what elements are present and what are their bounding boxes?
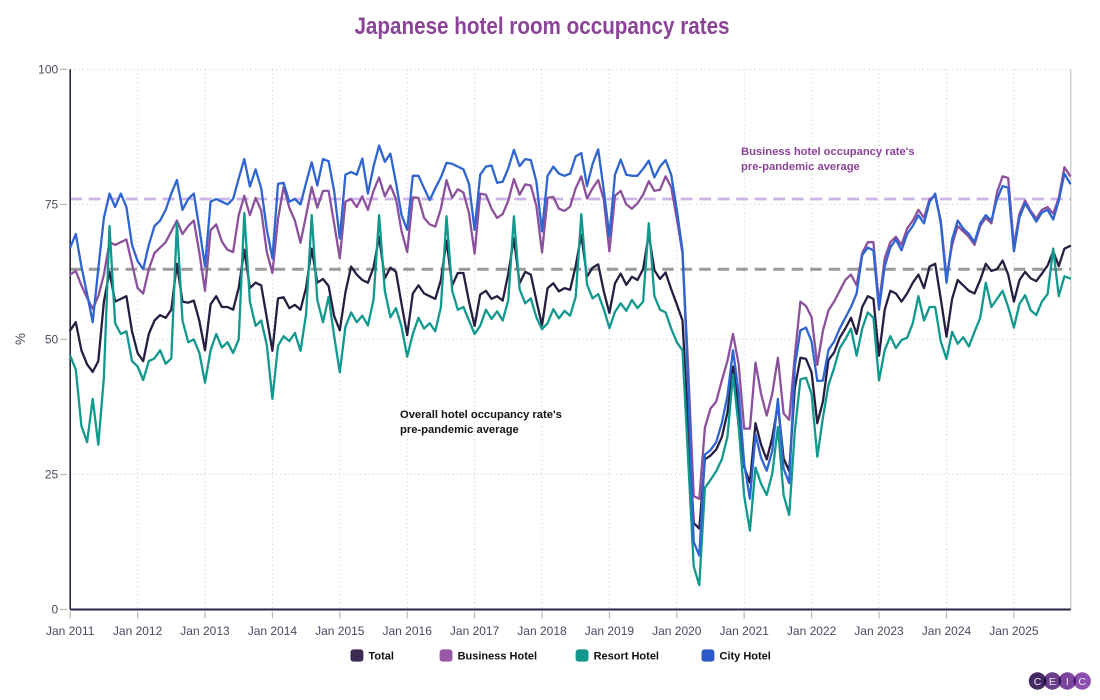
- svg-text:Jan 2015: Jan 2015: [315, 624, 365, 638]
- svg-text:I: I: [1066, 676, 1069, 688]
- svg-text:Business hotel occupancy rate': Business hotel occupancy rate's: [741, 146, 915, 158]
- svg-text:75: 75: [45, 197, 59, 211]
- svg-text:25: 25: [45, 468, 59, 482]
- svg-text:0: 0: [52, 603, 59, 617]
- svg-text:Jan 2011: Jan 2011: [46, 624, 95, 638]
- svg-text:%: %: [13, 333, 28, 345]
- svg-text:C: C: [1078, 676, 1086, 688]
- svg-text:Jan 2022: Jan 2022: [787, 624, 837, 638]
- svg-text:Jan 2018: Jan 2018: [517, 624, 567, 638]
- svg-text:Total: Total: [369, 651, 394, 663]
- svg-text:City Hotel: City Hotel: [720, 651, 771, 663]
- svg-text:Jan 2016: Jan 2016: [383, 624, 433, 638]
- svg-text:Jan 2023: Jan 2023: [854, 624, 904, 638]
- svg-text:Jan 2025: Jan 2025: [989, 624, 1039, 638]
- svg-text:Jan 2024: Jan 2024: [922, 624, 972, 638]
- svg-text:Jan 2013: Jan 2013: [180, 624, 230, 638]
- svg-text:Jan 2020: Jan 2020: [652, 624, 702, 638]
- svg-text:Business Hotel: Business Hotel: [458, 651, 537, 663]
- svg-text:Resort Hotel: Resort Hotel: [594, 651, 659, 663]
- svg-text:Jan 2021: Jan 2021: [720, 624, 770, 638]
- svg-text:Jan 2019: Jan 2019: [585, 624, 635, 638]
- svg-text:C: C: [1034, 676, 1042, 688]
- svg-text:Jan 2014: Jan 2014: [248, 624, 298, 638]
- svg-text:Jan 2017: Jan 2017: [450, 624, 500, 638]
- svg-text:50: 50: [45, 332, 59, 346]
- svg-text:pre-pandemic average: pre-pandemic average: [400, 424, 519, 436]
- svg-text:Overall hotel occupancy rate's: Overall hotel occupancy rate's: [400, 409, 562, 421]
- svg-text:pre-pandemic average: pre-pandemic average: [741, 161, 860, 173]
- svg-text:100: 100: [38, 62, 58, 76]
- svg-text:E: E: [1049, 676, 1056, 688]
- svg-text:Jan 2012: Jan 2012: [113, 624, 163, 638]
